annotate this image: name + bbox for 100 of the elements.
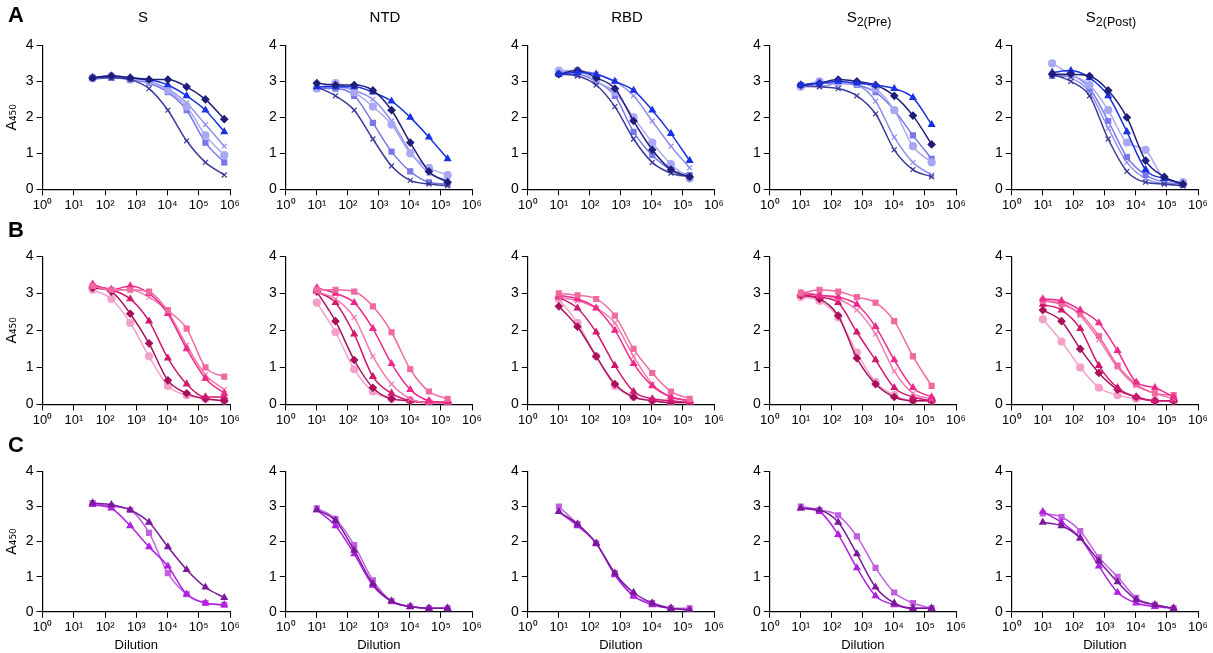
x-tick-label: 10⁴ [641, 196, 662, 212]
x-tick-label: 10⁴ [1125, 619, 1146, 635]
y-tick-label: 3 [994, 72, 1003, 89]
x-tick-label: 10⁵ [673, 411, 693, 427]
x-tick-label: 10¹ [791, 619, 811, 635]
x-tick-label: 10⁵ [673, 196, 693, 212]
x-tick-label: 10⁶ [704, 411, 724, 427]
y-tick-label: 1 [752, 358, 761, 375]
y-tick-label: 4 [268, 36, 277, 53]
y-tick-label: 0 [752, 180, 761, 197]
x-tick-label: 10² [822, 619, 842, 635]
x-tick-label: 10³ [1095, 619, 1115, 635]
x-tick-label: 10¹ [64, 196, 84, 212]
y-tick-label: 2 [510, 108, 519, 125]
x-tick-label: 10⁰ [760, 411, 780, 427]
x-tick-label: 10² [95, 196, 116, 212]
y-tick-label: 2 [994, 321, 1003, 338]
y-tick-label: 4 [994, 36, 1003, 53]
y-tick-label: 2 [510, 532, 519, 549]
x-tick-label: 10³ [369, 411, 389, 427]
y-tick-label: 3 [268, 497, 277, 514]
y-tick-label: 4 [510, 247, 519, 264]
x-tick-label: 10⁰ [1002, 619, 1022, 635]
y-tick-label: 1 [994, 567, 1003, 584]
y-tick-label: 3 [510, 284, 519, 301]
x-tick-label: 10⁵ [915, 196, 935, 212]
x-tick-label: 10⁰ [32, 619, 53, 635]
y-tick-label: 1 [510, 144, 519, 161]
chart-title: NTD [368, 8, 402, 25]
y-tick-label: 2 [752, 108, 761, 125]
x-tick-label: 10⁶ [1188, 196, 1208, 212]
x-tick-label: 10² [580, 196, 600, 212]
y-tick-label: 1 [994, 358, 1003, 375]
y-tick-label: 4 [510, 462, 519, 479]
x-tick-label: 10⁴ [883, 196, 904, 212]
y-tick-label: 4 [994, 462, 1003, 479]
x-tick-label: 10⁵ [188, 411, 209, 427]
y-tick-label: 2 [25, 108, 34, 125]
x-tick-label: 10⁰ [276, 619, 296, 635]
x-tick-label: 10⁰ [276, 411, 296, 427]
x-tick-label: 10⁰ [276, 196, 296, 212]
x-tick-label: 10⁵ [431, 619, 451, 635]
x-axis-title: Dilution [841, 636, 885, 652]
y-tick-label: 1 [752, 144, 761, 161]
y-tick-label: 0 [268, 180, 277, 197]
y-tick-label: 3 [25, 72, 34, 89]
x-tick-label: 10² [338, 196, 358, 212]
y-tick-label: 4 [268, 462, 277, 479]
y-axis-title: A₄₅₀ [3, 316, 20, 344]
x-tick-label: 10³ [126, 196, 147, 212]
x-tick-label: 10⁵ [431, 196, 451, 212]
y-tick-label: 4 [994, 247, 1003, 264]
x-tick-label: 10¹ [1033, 196, 1053, 212]
y-tick-label: 3 [25, 284, 34, 301]
x-tick-label: 10³ [853, 411, 873, 427]
x-tick-label: 10⁵ [915, 411, 935, 427]
y-tick-label: 1 [268, 358, 277, 375]
y-tick-label: 3 [752, 72, 761, 89]
x-tick-label: 10⁴ [399, 196, 420, 212]
x-tick-label: 10⁶ [704, 196, 724, 212]
y-tick-label: 1 [25, 567, 34, 584]
y-tick-label: 0 [994, 395, 1003, 412]
y-tick-label: 3 [510, 72, 519, 89]
x-tick-label: 10² [338, 619, 358, 635]
y-tick-label: 1 [25, 144, 34, 161]
y-tick-label: 4 [510, 36, 519, 53]
x-tick-label: 10³ [611, 196, 631, 212]
x-tick-label: 10⁶ [220, 411, 240, 427]
x-tick-label: 10⁵ [673, 619, 693, 635]
y-tick-label: 0 [752, 602, 761, 619]
x-tick-label: 10³ [126, 411, 147, 427]
x-tick-label: 10⁶ [462, 619, 482, 635]
y-tick-label: 1 [268, 144, 277, 161]
x-tick-label: 10⁶ [220, 196, 240, 212]
y-tick-label: 0 [510, 180, 519, 197]
y-tick-label: 0 [268, 395, 277, 412]
y-tick-label: 0 [994, 180, 1003, 197]
x-tick-label: 10³ [369, 196, 389, 212]
y-tick-label: 4 [752, 36, 761, 53]
y-tick-label: 1 [994, 144, 1003, 161]
x-tick-label: 10⁰ [32, 411, 53, 427]
x-tick-label: 10¹ [1033, 619, 1053, 635]
y-tick-label: 0 [510, 602, 519, 619]
x-tick-label: 10⁶ [462, 411, 482, 427]
x-tick-label: 10² [822, 196, 842, 212]
y-tick-label: 2 [25, 532, 34, 549]
text: B [8, 217, 24, 243]
x-tick-label: 10³ [1095, 411, 1115, 427]
x-tick-label: 10⁶ [946, 619, 966, 635]
x-tick-label: 10³ [611, 619, 631, 635]
y-tick-label: 1 [510, 358, 519, 375]
y-tick-label: 0 [994, 602, 1003, 619]
y-tick-label: 3 [268, 72, 277, 89]
x-axis-title: Dilution [599, 636, 643, 652]
y-tick-label: 0 [268, 602, 277, 619]
x-tick-label: 10⁵ [188, 196, 209, 212]
y-tick-label: 2 [752, 532, 761, 549]
x-axis-title: Dilution [114, 636, 158, 652]
x-tick-label: 10¹ [791, 411, 811, 427]
x-tick-label: 10² [580, 411, 600, 427]
